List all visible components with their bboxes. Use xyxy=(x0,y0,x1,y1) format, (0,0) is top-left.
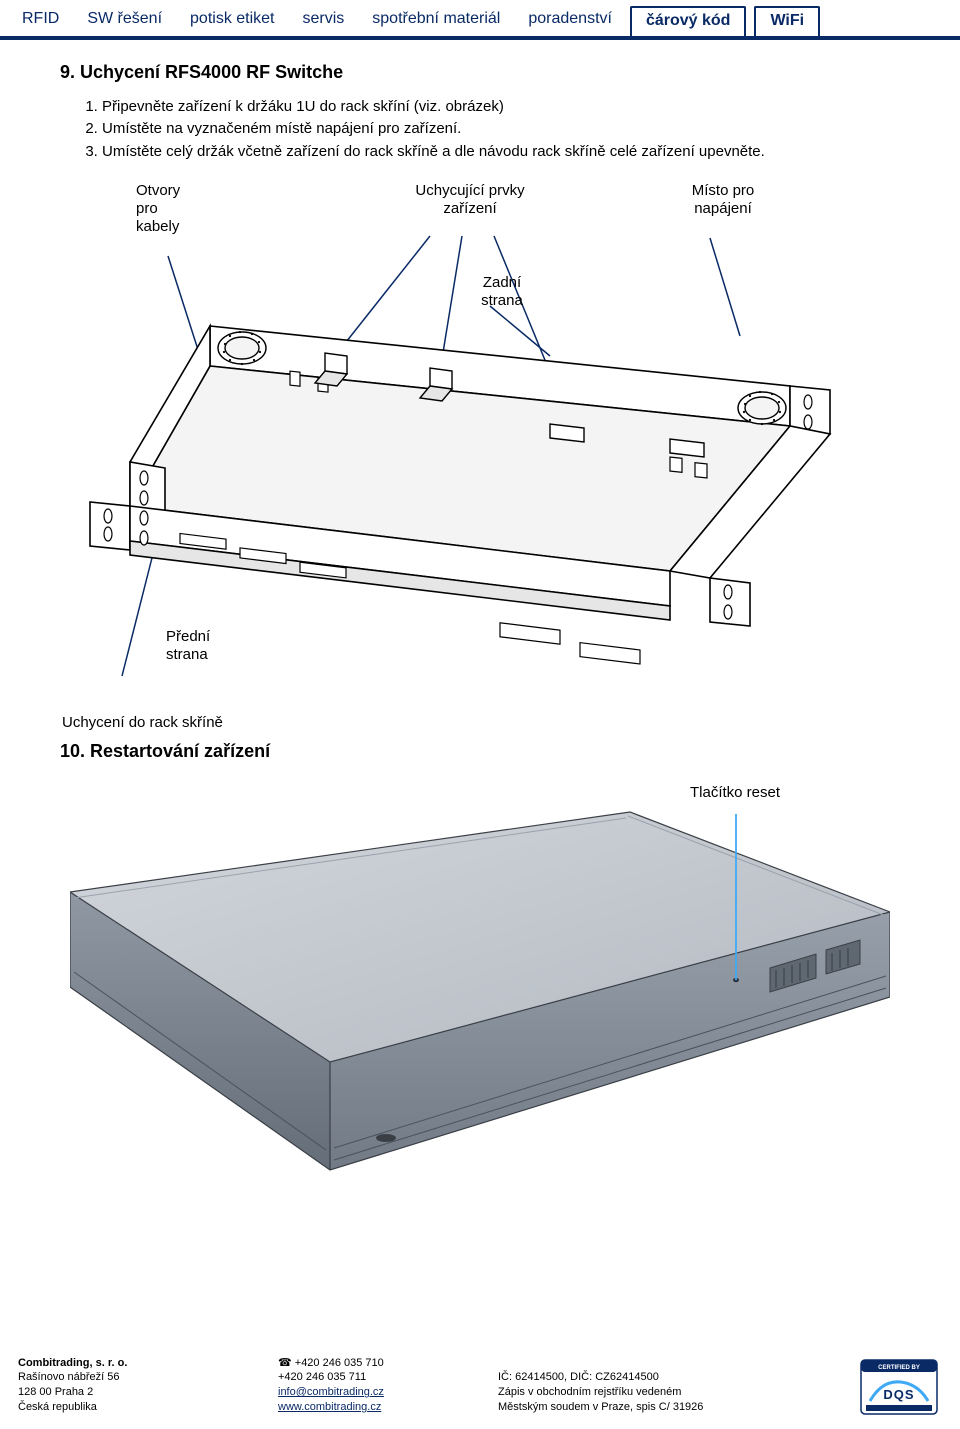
footer-tel1: +420 246 035 710 xyxy=(295,1357,384,1369)
footer-web-link[interactable]: www.combitrading.cz xyxy=(278,1401,381,1413)
cert-brand-text: DQS xyxy=(883,1387,914,1402)
footer-reg3: Městským soudem v Praze, spis C/ 31926 xyxy=(498,1400,838,1415)
footer-addr3: Česká republika xyxy=(18,1400,278,1415)
step-2: Umístěte na vyznačeném místě napájení pr… xyxy=(102,119,900,139)
label-front: Přední strana xyxy=(166,628,210,664)
footer-company: Combitrading, s. r. o. xyxy=(18,1356,278,1371)
section9-title: 9. Uchycení RFS4000 RF Switche xyxy=(60,62,900,83)
footer-reg2: Zápis v obchodním rejstříku vedeném xyxy=(498,1385,838,1400)
nav-wifi[interactable]: WiFi xyxy=(754,6,820,36)
label-back: Zadní strana xyxy=(462,274,542,310)
phone-icon: ☎ xyxy=(278,1357,292,1369)
top-nav: RFID SW řešení potisk etiket servis spot… xyxy=(0,0,960,40)
footer-reg1: IČ: 62414500, DIČ: CZ62414500 xyxy=(498,1370,838,1385)
cert-badge: CERTIFIED BY DQS xyxy=(838,1359,938,1415)
nav-servis[interactable]: servis xyxy=(289,6,359,36)
footer-addr1: Rašínovo nábřeží 56 xyxy=(18,1370,278,1385)
section9-steps: Připevněte zařízení k držáku 1U do rack … xyxy=(102,97,900,162)
label-cable-holes: Otvory pro kabely xyxy=(136,182,180,236)
step-1: Připevněte zařízení k držáku 1U do rack … xyxy=(102,97,900,117)
label-reset: Tlačítko reset xyxy=(690,784,780,802)
label-power: Místo pro napájení xyxy=(668,182,778,218)
nav-poradenstvi[interactable]: poradenství xyxy=(514,6,626,36)
footer-addr2: 128 00 Praha 2 xyxy=(18,1385,278,1400)
nav-spotrebni[interactable]: spotřební materiál xyxy=(358,6,514,36)
content-area: 9. Uchycení RFS4000 RF Switche Připevnět… xyxy=(0,40,960,1212)
nav-rfid[interactable]: RFID xyxy=(8,6,73,36)
cert-top-text: CERTIFIED BY xyxy=(878,1365,920,1371)
nav-potisk[interactable]: potisk etiket xyxy=(176,6,288,36)
page-footer: Combitrading, s. r. o. Rašínovo nábřeží … xyxy=(0,1356,960,1415)
label-rackmount: Uchycení do rack skříně xyxy=(62,714,900,733)
rack-tray-diagram: Otvory pro kabely Uchycující prvky zaříz… xyxy=(70,176,890,696)
step-3: Umístěte celý držák včetně zařízení do r… xyxy=(102,142,900,162)
nav-sw[interactable]: SW řešení xyxy=(73,6,176,36)
footer-tel2: +420 246 035 711 xyxy=(278,1370,498,1385)
section10-title: 10. Restartování zařízení xyxy=(60,741,900,762)
label-clips: Uchycující prvky zařízení xyxy=(390,182,550,218)
nav-carovy-kod[interactable]: čárový kód xyxy=(630,6,746,36)
footer-email-link[interactable]: info@combitrading.cz xyxy=(278,1386,384,1398)
device-reset-diagram: Tlačítko reset xyxy=(70,772,890,1202)
